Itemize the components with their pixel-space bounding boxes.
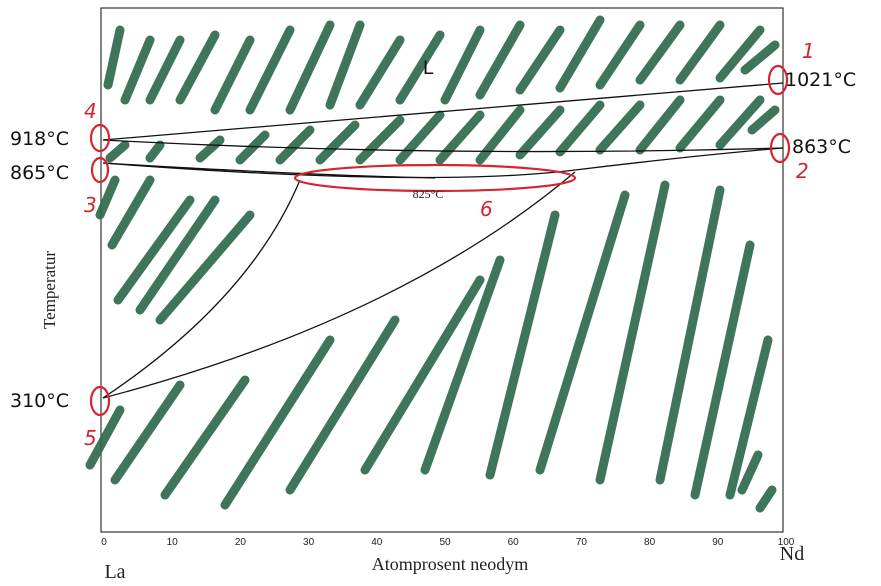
x-tick-label: 80 — [644, 537, 656, 548]
x-tick-label: 20 — [235, 537, 247, 548]
temperature-label: 310°C — [10, 390, 69, 412]
element-label: La — [104, 561, 125, 583]
y-axis-label: Temperatur — [40, 251, 59, 329]
annotation: 3 — [84, 193, 97, 217]
x-tick-label: 50 — [439, 537, 451, 548]
region-label: L — [423, 57, 434, 79]
x-tick-label: 70 — [576, 537, 588, 548]
temperature-label: 825°C — [413, 187, 444, 201]
x-tick-label: 60 — [508, 537, 520, 548]
annotation: 1 — [802, 39, 815, 63]
x-tick-label: 40 — [371, 537, 383, 548]
temperature-label: 863°C — [792, 136, 851, 158]
annotation: 4 — [84, 99, 97, 123]
x-tick-label: 90 — [712, 537, 724, 548]
phase-lines — [103, 83, 783, 398]
x-tick-label: 30 — [303, 537, 315, 548]
phase-diagram: L 1021°C 918°C 865°C 863°C 825°C 310°C T… — [0, 0, 881, 586]
x-tick-label: 0 — [101, 537, 107, 548]
x-tick-label: 10 — [167, 537, 179, 548]
x-tick-label: 100 — [778, 537, 795, 548]
annotation: 5 — [84, 426, 97, 450]
temperature-label: 918°C — [10, 128, 69, 150]
x-ticks: 0 10 20 30 40 50 60 70 80 90 100 — [101, 537, 795, 548]
x-axis-label: Atomprosent neodym — [372, 554, 528, 574]
hatching — [90, 20, 775, 508]
annotation: 2 — [796, 159, 809, 183]
temperature-label: 1021°C — [785, 69, 856, 91]
temperature-label: 865°C — [10, 162, 69, 184]
annotation: 6 — [480, 197, 493, 221]
